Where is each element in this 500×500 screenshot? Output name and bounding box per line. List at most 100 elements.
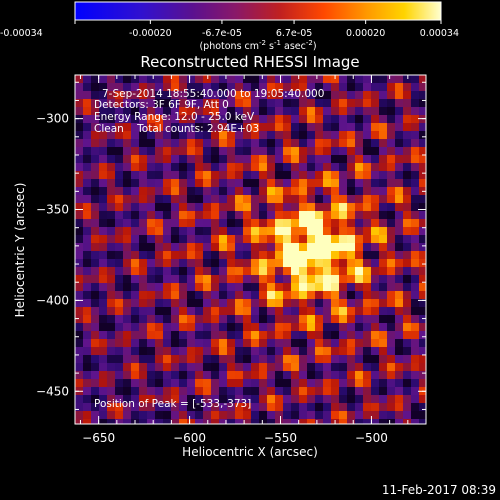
heatmap-cell — [227, 307, 236, 316]
colorbar-tick-label: -0.00034 — [0, 28, 43, 39]
heatmap-cell — [115, 339, 124, 348]
heatmap-cell — [235, 139, 244, 148]
heatmap-cell — [187, 251, 196, 260]
heatmap-cell — [331, 227, 340, 236]
heatmap-cell — [171, 411, 180, 420]
heatmap-cell — [235, 411, 244, 420]
heatmap-cell — [403, 75, 412, 84]
heatmap-cell — [411, 363, 420, 372]
heatmap-cell — [163, 131, 172, 140]
heatmap-cell — [283, 363, 292, 372]
heatmap-cell — [291, 203, 300, 212]
heatmap-cell — [395, 323, 404, 332]
heatmap-cell — [227, 139, 236, 148]
heatmap-cell — [395, 171, 404, 180]
heatmap-cell — [347, 195, 356, 204]
heatmap-cell — [275, 355, 284, 364]
heatmap-cell — [251, 147, 260, 156]
heatmap-cell — [267, 419, 276, 424]
heatmap-cell — [307, 411, 316, 420]
heatmap-cell — [83, 227, 92, 236]
heatmap-cell — [251, 267, 260, 276]
heatmap-cell — [211, 75, 220, 84]
heatmap-cell — [259, 91, 268, 100]
heatmap-cell — [147, 355, 156, 364]
annotation-method: Clean Total counts: 2.94E+03 — [94, 123, 259, 135]
heatmap-cell — [323, 387, 332, 396]
heatmap-cell — [235, 99, 244, 108]
heatmap-cell — [403, 163, 412, 172]
heatmap-cell — [403, 211, 412, 220]
heatmap-cell — [419, 91, 426, 100]
heatmap-cell — [155, 323, 164, 332]
heatmap-cell — [139, 235, 148, 244]
heatmap-cell — [251, 251, 260, 260]
heatmap-cell — [203, 419, 212, 424]
heatmap-cell — [83, 331, 92, 340]
heatmap-cell — [355, 283, 364, 292]
heatmap-cell — [251, 347, 260, 356]
heatmap-cell — [219, 99, 228, 108]
heatmap-cell — [219, 139, 228, 148]
heatmap-cell — [203, 211, 212, 220]
heatmap-cell — [155, 163, 164, 172]
heatmap-cell — [203, 259, 212, 268]
heatmap-cell — [163, 83, 172, 92]
heatmap-cell — [251, 379, 260, 388]
heatmap-cell — [83, 395, 92, 404]
heatmap-cell — [403, 275, 412, 284]
heatmap-cell — [283, 75, 292, 84]
heatmap-cell — [395, 395, 404, 404]
heatmap-cell — [307, 155, 316, 164]
heatmap-cell — [163, 115, 172, 124]
heatmap-cell — [363, 419, 372, 424]
heatmap-cell — [403, 371, 412, 380]
heatmap-cell — [155, 219, 164, 228]
heatmap-cell — [227, 299, 236, 308]
heatmap-cell — [259, 83, 268, 92]
heatmap-cell — [171, 371, 180, 380]
heatmap-cell — [355, 379, 364, 388]
heatmap-cell — [347, 163, 356, 172]
heatmap-cell — [315, 331, 324, 340]
heatmap-cell — [219, 403, 228, 412]
heatmap-cell — [299, 331, 308, 340]
heatmap-cell — [419, 139, 426, 148]
heatmap-cell — [347, 235, 356, 244]
heatmap-cell — [403, 363, 412, 372]
heatmap-cell — [243, 291, 252, 300]
heatmap-cell — [419, 115, 426, 124]
heatmap-cell — [219, 131, 228, 140]
heatmap-cell — [275, 339, 284, 348]
heatmap-cell — [227, 251, 236, 260]
heatmap-cell — [395, 283, 404, 292]
heatmap-cell — [259, 283, 268, 292]
heatmap-cell — [275, 179, 284, 188]
heatmap-cell — [235, 227, 244, 236]
heatmap-cell — [395, 267, 404, 276]
heatmap-cell — [139, 99, 148, 108]
x-axis-label: Heliocentric X (arcsec) — [182, 445, 318, 459]
heatmap-cell — [107, 291, 116, 300]
heatmap-cell — [411, 387, 420, 396]
heatmap-cell — [235, 131, 244, 140]
heatmap-cell — [147, 227, 156, 236]
heatmap-cell — [419, 219, 426, 228]
heatmap-cell — [243, 419, 252, 424]
heatmap-cell — [387, 243, 396, 252]
heatmap-cell — [243, 267, 252, 276]
heatmap-cell — [171, 123, 180, 132]
heatmap-cell — [371, 259, 380, 268]
heatmap-cell — [259, 179, 268, 188]
heatmap-cell — [395, 379, 404, 388]
heatmap-cell — [155, 315, 164, 324]
heatmap-cell — [171, 299, 180, 308]
heatmap-cell — [315, 235, 324, 244]
heatmap-cell — [155, 267, 164, 276]
heatmap-cell — [251, 131, 260, 140]
heatmap-cell — [91, 283, 100, 292]
heatmap-cell — [299, 387, 308, 396]
heatmap-cell — [187, 115, 196, 124]
heatmap-cell — [259, 299, 268, 308]
heatmap-cell — [411, 163, 420, 172]
